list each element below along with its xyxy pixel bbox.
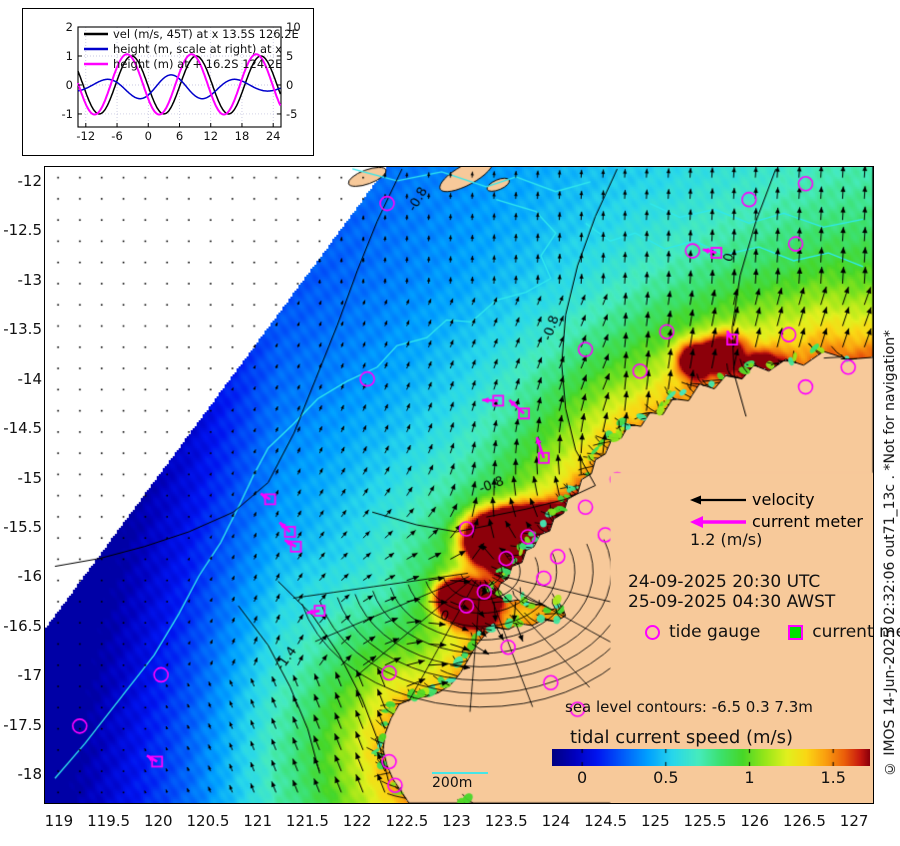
current-meter-legend-label: current meter <box>812 622 900 642</box>
y-tick-label: -16.5 <box>3 616 42 635</box>
y-tick-label: -16 <box>17 567 43 586</box>
x-tick-label: 119 <box>44 812 74 830</box>
tidal-current-map[interactable] <box>45 167 873 803</box>
tide-gauge-icon <box>645 624 660 640</box>
colorbar-title: tidal current speed (m/s) <box>570 727 794 748</box>
inset-legend-label: height (m, scale at right) at x <box>113 42 282 56</box>
inset-legend-label: vel (m/s, 45T) at x 13.5S 126.2E <box>113 27 299 41</box>
x-tick-label: 125.5 <box>683 812 727 830</box>
datetime-utc: 24-09-2025 20:30 UTC <box>628 572 821 592</box>
colorbar-tick-label: 0 <box>577 768 588 787</box>
inset-y2-tick-label: 10 <box>286 20 301 34</box>
x-tick-label: 124.5 <box>584 812 628 830</box>
x-tick-label: 121 <box>243 812 273 830</box>
colorbar-ticks: 0 0.5 1 1.5 <box>552 768 870 788</box>
inset-y-tick-label: -1 <box>62 107 73 121</box>
marker-legend: tide gauge current meter <box>645 622 900 642</box>
current-meter-legend-label: current meter <box>752 512 863 531</box>
scale-bar: 200m <box>432 772 502 791</box>
map-plot-area[interactable] <box>44 166 874 804</box>
y-tick-label: -12.5 <box>3 221 42 240</box>
x-tick-label: 125 <box>640 812 670 830</box>
x-tick-label: 126 <box>740 812 770 830</box>
y-tick-label: -14 <box>17 369 43 388</box>
y-tick-label: -15.5 <box>3 518 42 537</box>
y-tick-label: -13.5 <box>3 320 42 339</box>
inset-x-tick-label: 12 <box>203 129 218 143</box>
datetime-block: 24-09-2025 20:30 UTC 25-09-2025 04:30 AW… <box>628 572 835 612</box>
y-tick-label: -18 <box>17 765 43 784</box>
colorbar-tick-label: 0.5 <box>653 768 679 787</box>
y-tick-label: -17.5 <box>3 715 42 734</box>
colorbar <box>552 749 870 766</box>
inset-x-tick-label: -12 <box>76 129 95 143</box>
velocity-scale-value: 1.2 (m/s) <box>690 530 763 549</box>
inset-y2-tick-label: 5 <box>286 49 293 63</box>
x-tick-label: 123.5 <box>484 812 528 830</box>
velocity-scale-legend: velocity current meter <box>690 490 863 534</box>
x-tick-label: 122.5 <box>385 812 429 830</box>
y-tick-label: -12 <box>17 171 43 190</box>
x-tick-label: 120.5 <box>186 812 230 830</box>
y-tick-label: -17 <box>17 666 43 685</box>
velocity-arrow-icon <box>690 495 746 505</box>
y-tick-label: -14.5 <box>3 419 42 438</box>
inset-x-tick-label: 0 <box>145 129 152 143</box>
x-tick-label: 127 <box>839 812 869 830</box>
current-meter-icon <box>788 624 804 640</box>
x-tick-label: 121.5 <box>285 812 329 830</box>
current-meter-arrow-icon <box>690 516 746 528</box>
inset-y-tick-label: 1 <box>66 49 73 63</box>
x-tick-label: 123 <box>442 812 471 830</box>
x-tick-label: 126.5 <box>782 812 826 830</box>
inset-x-tick-label: 6 <box>176 129 183 143</box>
scale-bar-label: 200m <box>432 775 473 791</box>
copyright-notice: © IMOS 14-Jun-2025 02:32:06 out71_13c . … <box>882 330 898 777</box>
inset-y2-tick-label: -5 <box>286 107 297 121</box>
velocity-legend-label: velocity <box>752 490 815 509</box>
x-tick-label: 124 <box>541 812 571 830</box>
velocity-legend-row: velocity <box>690 490 815 512</box>
timeseries-inset-plot[interactable]: -12 -6 0 6 12 18 24 -1 0 1 2 -5 0 5 10 vel (m/s, 45T) a… <box>22 8 314 156</box>
current-meter-legend-row: current meter <box>690 512 863 534</box>
x-tick-label: 122 <box>342 812 372 830</box>
x-tick-label: 119.5 <box>87 812 131 830</box>
inset-x-tick-label: 24 <box>266 129 281 143</box>
tide-gauge-legend-label: tide gauge <box>669 622 761 642</box>
datetime-local: 25-09-2025 04:30 AWST <box>628 592 836 612</box>
inset-y-tick-label: 2 <box>66 20 73 34</box>
scale-bar-line <box>432 772 488 774</box>
inset-x-tick-label: -6 <box>111 129 122 143</box>
inset-legend-label: height (m) at + 16.2S 124.2E <box>113 57 282 71</box>
y-tick-label: -13 <box>17 270 43 289</box>
x-tick-label: 120 <box>143 812 173 830</box>
y-tick-label: -15 <box>17 468 43 487</box>
sea-level-contour-note: sea level contours: -6.5 0.3 7.3m <box>565 698 813 716</box>
inset-y-tick-label: 0 <box>66 78 73 92</box>
colorbar-tick-label: 1 <box>744 768 755 787</box>
colorbar-tick-label: 1.5 <box>820 768 846 787</box>
inset-x-tick-label: 18 <box>235 129 250 143</box>
inset-y2-tick-label: 0 <box>286 78 293 92</box>
